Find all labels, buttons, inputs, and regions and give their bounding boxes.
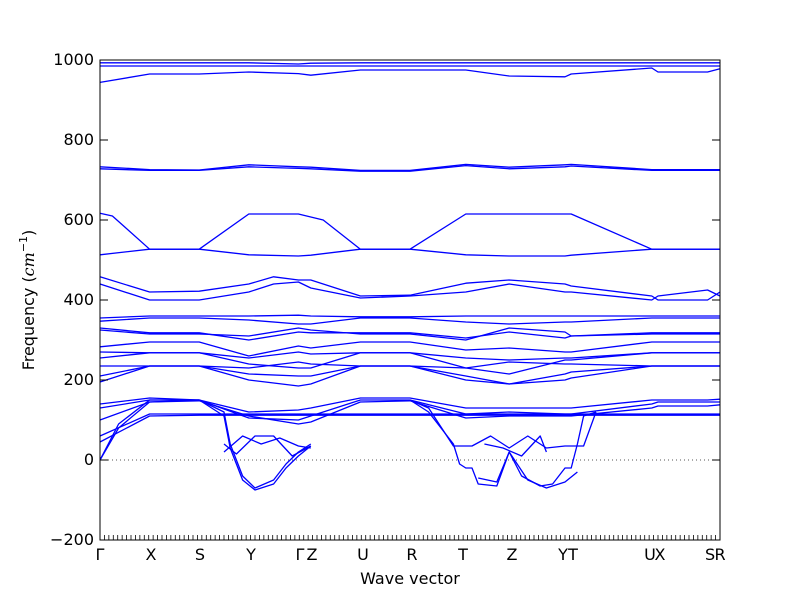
band-line-14 bbox=[99, 341, 720, 357]
x-tick-label: R bbox=[406, 545, 417, 564]
band-line-20 bbox=[99, 397, 721, 413]
band-line-4 bbox=[99, 164, 720, 172]
y-tick-label: 400 bbox=[63, 290, 94, 309]
x-tick-label: S bbox=[195, 545, 205, 564]
x-tick-label: T bbox=[457, 545, 468, 564]
x-tick-label: T bbox=[567, 545, 578, 564]
y-tick-label: 800 bbox=[63, 130, 94, 149]
band-line-31 bbox=[478, 451, 578, 489]
band-line-27 bbox=[223, 435, 312, 457]
y-tick-label: 600 bbox=[63, 210, 94, 229]
band-line-5 bbox=[99, 163, 720, 172]
band-line-7 bbox=[99, 248, 720, 257]
x-tick-label: U bbox=[644, 545, 656, 564]
y-axis-label-exponent: −1 bbox=[17, 236, 30, 252]
y-axis-label-prefix: Frequency ( bbox=[19, 276, 38, 370]
x-tick-labels: Γ X S Y Γ Z U R T Z Y T UX S R bbox=[96, 545, 726, 564]
band-line-10 bbox=[99, 314, 720, 319]
ticks-layer bbox=[99, 59, 721, 541]
band-line-1 bbox=[100, 62, 720, 65]
x-tick-label: Y bbox=[245, 545, 256, 564]
x-tick-label: Z bbox=[306, 545, 317, 564]
band-line-25 bbox=[99, 399, 312, 489]
x-axis-label: Wave vector bbox=[360, 569, 460, 588]
band-line-28 bbox=[223, 435, 311, 453]
x-tick-label: Γ bbox=[296, 545, 305, 564]
band-line-32 bbox=[484, 435, 548, 457]
band-line-3 bbox=[99, 67, 721, 84]
y-axis-label: Frequency (cm−1) bbox=[17, 230, 38, 371]
band-line-12 bbox=[99, 327, 720, 341]
bands-layer bbox=[99, 62, 721, 491]
y-tick-label: 0 bbox=[84, 450, 94, 469]
x-tick-label: S bbox=[705, 545, 715, 564]
band-line-26 bbox=[99, 399, 312, 491]
y-axis-label-suffix: ) bbox=[19, 230, 38, 236]
band-line-22 bbox=[99, 400, 721, 425]
y-tick-label: −200 bbox=[50, 530, 94, 549]
y-tick-label: 200 bbox=[63, 370, 94, 389]
x-tick-label: Y bbox=[557, 545, 568, 564]
y-axis-label-unit: cm bbox=[19, 252, 38, 276]
x-tick-label: Z bbox=[507, 545, 518, 564]
x-tick-label: Γ bbox=[96, 545, 105, 564]
band-line-8 bbox=[99, 276, 721, 301]
x-tick-label: R bbox=[714, 545, 725, 564]
y-tick-labels: −200 0 200 400 600 800 1000 bbox=[50, 50, 94, 549]
band-line-19 bbox=[99, 365, 720, 387]
x-tick-label: X bbox=[146, 545, 157, 564]
band-line-30 bbox=[409, 399, 597, 449]
plot-frame bbox=[99, 59, 721, 541]
y-tick-label: 1000 bbox=[53, 50, 94, 69]
x-tick-label: X bbox=[654, 545, 665, 564]
x-tick-label: U bbox=[357, 545, 369, 564]
band-line-9 bbox=[99, 281, 721, 301]
band-line-11 bbox=[99, 317, 720, 325]
band-line-13 bbox=[99, 327, 720, 341]
band-line-16 bbox=[99, 352, 720, 375]
